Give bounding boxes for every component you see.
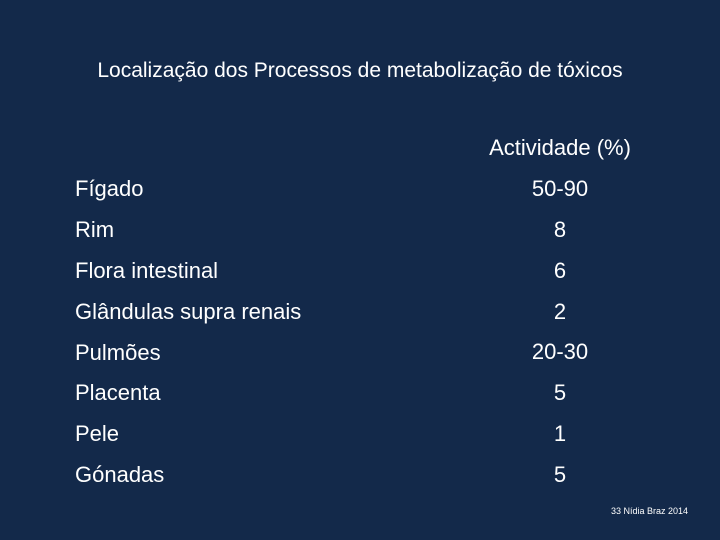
activity-value: 5 [553, 380, 567, 406]
organ-label: Placenta [75, 380, 161, 406]
organ-label: Fígado [75, 176, 144, 201]
activity-value: 2 [553, 298, 567, 324]
activity-value: 20-30 [531, 339, 589, 365]
slide-footer: 33 Nídia Braz 2014 [610, 506, 688, 516]
organ-label: Pele [75, 421, 120, 447]
activity-value: 6 [553, 257, 567, 283]
slide-title: Localização dos Processos de metabolizaç… [97, 59, 623, 82]
organ-label: Flora intestinal [75, 257, 219, 283]
activity-value: 50-90 [531, 175, 589, 201]
activity-value: 8 [553, 216, 567, 242]
activity-list: 50-90 8 6 2 20-30 5 1 5 [460, 169, 660, 496]
organ-list: Fígado Rim Flora intestinal Glândulas su… [75, 169, 301, 496]
organ-label: Pulmões [75, 339, 161, 365]
activity-header: Actividade (%) [489, 135, 631, 160]
activity-value: 1 [553, 421, 567, 447]
organ-label: Gónadas [75, 462, 165, 488]
activity-value: 5 [553, 462, 567, 488]
organ-label: Rim [75, 216, 115, 242]
organ-label: Glândulas supra renais [75, 298, 302, 324]
activity-column: Actividade (%) 50-90 8 6 2 20-30 5 1 5 [460, 128, 660, 496]
